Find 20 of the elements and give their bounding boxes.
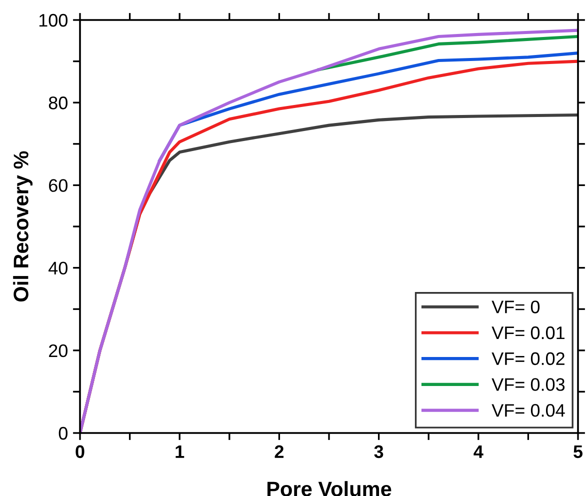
x-tick-label: 1	[176, 445, 184, 458]
x-tick-label: 0	[76, 445, 84, 458]
x-tick-label: 2	[274, 445, 284, 458]
legend-label: VF= 0.01	[492, 326, 564, 340]
y-tick-label: 40	[48, 262, 68, 275]
y-axis-title: Oil Recovery %	[13, 151, 33, 302]
y-tick-label: 100	[39, 14, 68, 27]
x-tick-label: 4	[474, 445, 484, 458]
legend-label: VF= 0.04	[492, 404, 565, 417]
y-tick-label: 20	[49, 344, 68, 358]
legend-label: VF= 0	[492, 300, 540, 314]
x-tick-label: 5	[574, 445, 583, 458]
legend-label: VF= 0.03	[492, 378, 565, 391]
line-series	[318, 34, 578, 72]
legend-label: VF= 0.02	[492, 352, 564, 366]
y-tick-label: 60	[49, 179, 68, 192]
x-axis-title: Pore Volume	[267, 481, 392, 496]
y-tick-label: 0	[58, 426, 68, 440]
y-tick-label: 80	[48, 96, 68, 110]
x-tick-label: 3	[374, 445, 384, 458]
